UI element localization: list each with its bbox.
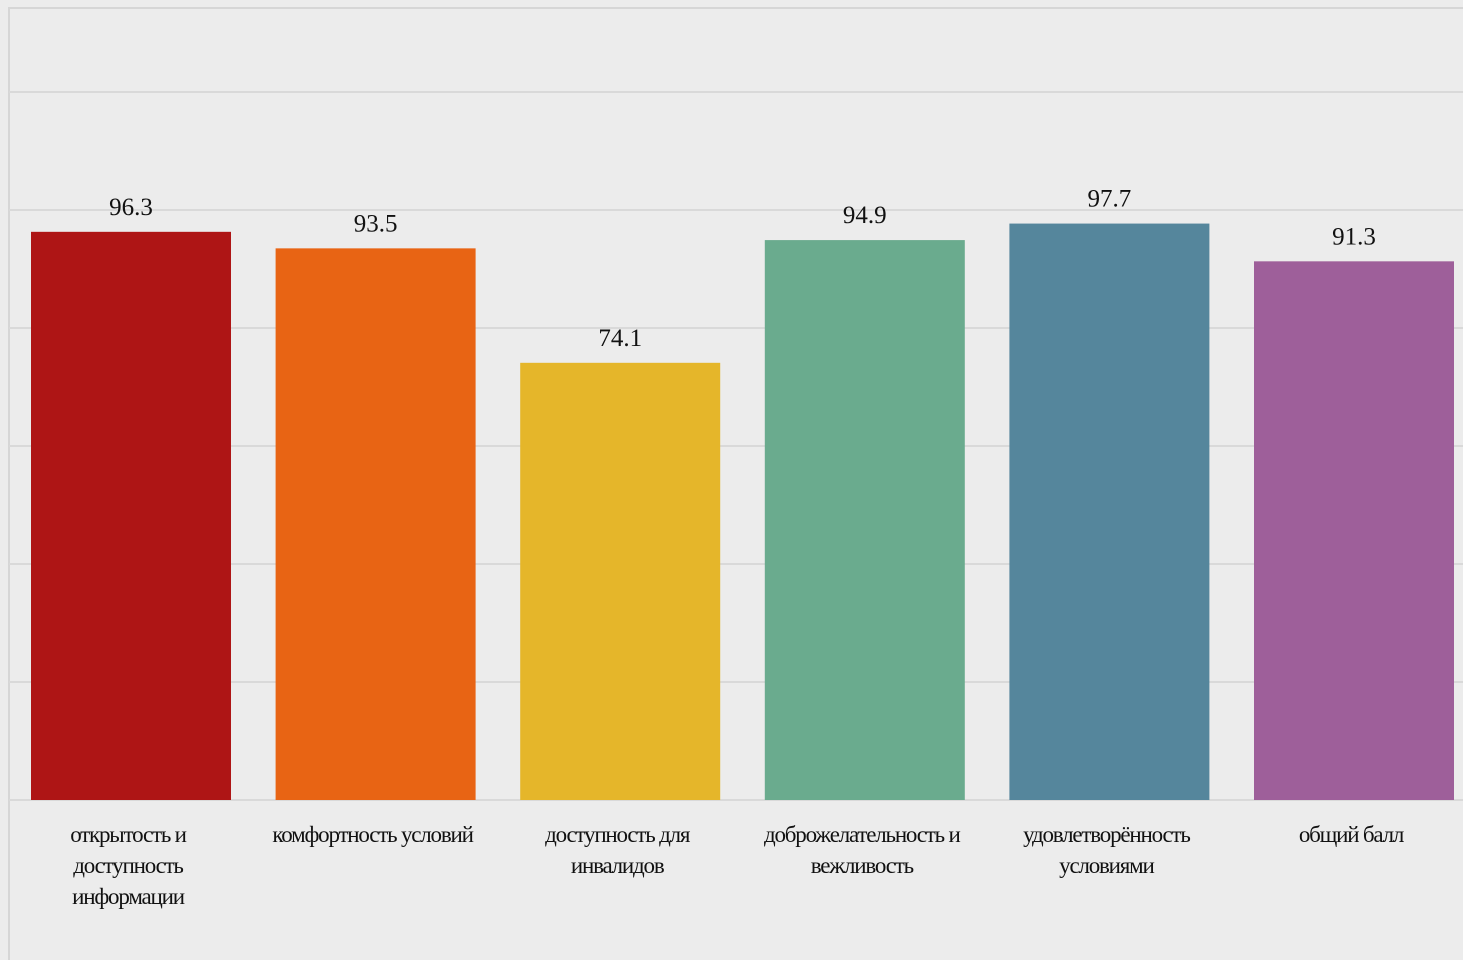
category-tick-label: открытость и доступность информации (70, 822, 186, 909)
gridlines (9, 91, 1463, 801)
bar (520, 362, 721, 800)
bar (1009, 223, 1210, 800)
bar (275, 248, 476, 801)
data-label: 97.7 (1088, 186, 1132, 213)
category-tick-label: удовлетворённость условиями (1023, 822, 1190, 878)
category-tick-label: доступность для инвалидов (545, 822, 691, 878)
value-labels: 96.3 93.5 74.1 94.9 97.7 91.3 (109, 186, 1376, 352)
bars (31, 223, 1454, 801)
data-label: 96.3 (109, 194, 153, 221)
category-labels: открытость и доступность информации комфорт… (70, 822, 1405, 909)
bar (764, 240, 965, 801)
bar (1254, 261, 1454, 801)
data-label: 74.1 (598, 325, 642, 352)
bar (31, 231, 231, 800)
category-tick-label: доброжелательность и вежливость (764, 822, 961, 878)
data-label: 93.5 (354, 210, 398, 237)
data-label: 94.9 (843, 202, 887, 229)
plot-frame (8, 7, 1463, 960)
data-label: 91.3 (1332, 223, 1376, 250)
category-tick-label: комфортность условий (272, 822, 473, 847)
category-tick-label: общий балл (1299, 822, 1404, 847)
